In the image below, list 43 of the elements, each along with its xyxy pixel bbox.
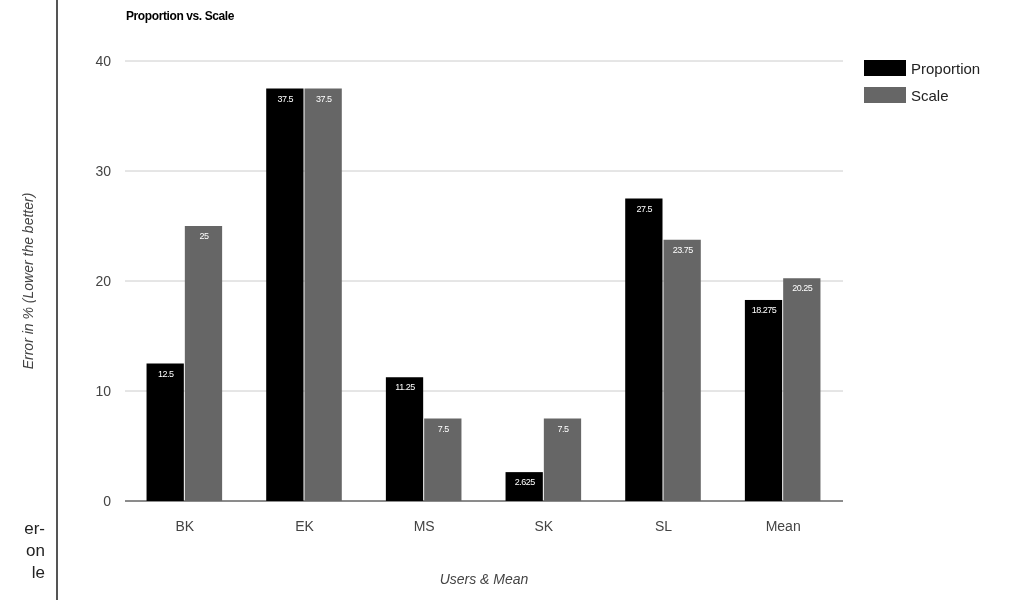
bar — [146, 363, 184, 501]
data-label: 37.5 — [277, 93, 294, 104]
data-label: 18.275 — [751, 304, 777, 315]
bar — [424, 418, 462, 501]
bar — [783, 278, 821, 501]
bar — [505, 472, 543, 501]
data-label: 7.5 — [557, 423, 569, 434]
y-tick-label: 10 — [95, 383, 112, 399]
text: on — [26, 541, 45, 560]
bar — [304, 88, 342, 501]
data-label: 23.75 — [672, 244, 694, 255]
x-tick-label: EK — [295, 518, 315, 534]
y-tick-label: 30 — [95, 163, 112, 179]
text: er- — [24, 519, 45, 538]
bar — [625, 198, 663, 501]
chart-title: Proportion vs. Scale — [126, 9, 235, 23]
data-label: 7.5 — [437, 423, 450, 434]
legend-label: Proportion — [911, 60, 981, 77]
bar — [385, 377, 424, 501]
data-label: 11.25 — [395, 382, 416, 393]
data-label: 2.625 — [514, 477, 536, 488]
data-label: 12.5 — [157, 368, 174, 379]
bar — [543, 418, 582, 501]
y-axis-title: Error in % (Lower the better) — [20, 192, 36, 370]
y-tick-label: 20 — [95, 273, 112, 289]
data-label: 37.5 — [315, 93, 332, 104]
bar — [184, 226, 223, 501]
x-tick-label: SL — [654, 518, 673, 534]
data-label: 25 — [199, 231, 209, 241]
y-tick-label: 40 — [95, 53, 112, 69]
x-tick-label: MS — [413, 518, 435, 534]
x-axis-title: Users & Mean — [439, 571, 529, 587]
legend-label: Scale — [911, 87, 949, 104]
bar — [663, 239, 701, 501]
data-label: 20.25 — [792, 283, 813, 294]
text: le — [31, 563, 45, 582]
bar — [744, 299, 783, 501]
y-tick-label: 0 — [103, 493, 112, 509]
x-tick-label: Mean — [765, 518, 801, 534]
x-tick-label: BK — [175, 518, 195, 534]
bar — [266, 88, 304, 501]
x-tick-label: SK — [534, 518, 554, 534]
data-label: 27.5 — [636, 203, 653, 214]
